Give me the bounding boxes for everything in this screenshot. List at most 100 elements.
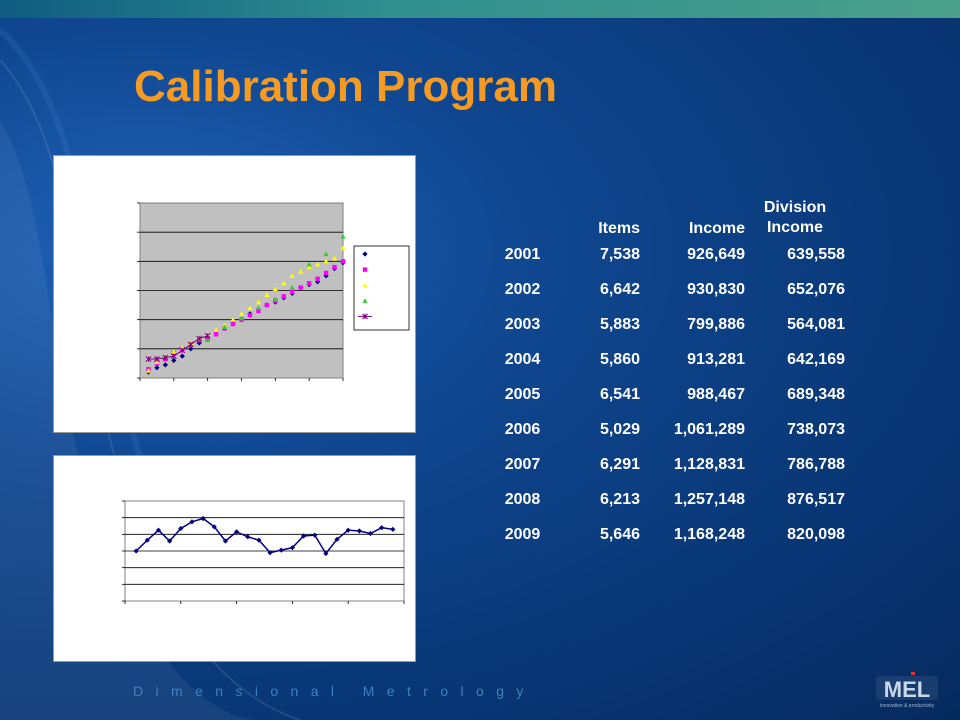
data-point <box>272 286 278 292</box>
data-point <box>162 362 168 368</box>
data-point <box>289 273 295 278</box>
data-point <box>272 296 278 302</box>
cell-items: 7,538 <box>599 246 640 264</box>
logo-tagline: innovation & productivity <box>880 703 935 709</box>
data-point <box>264 302 270 308</box>
data-point <box>340 233 346 239</box>
data-point <box>162 354 169 361</box>
income-2009-dollars-chart-svg <box>122 500 405 604</box>
data-point <box>179 347 186 354</box>
cell-division: 689,348 <box>787 386 845 403</box>
data-point <box>247 305 253 311</box>
table-row: 2004 5,860 913,281 642,169 <box>490 343 845 378</box>
data-point <box>133 548 139 554</box>
legend-marker <box>362 267 368 272</box>
data-point <box>306 281 312 286</box>
cell-year: 2008 <box>504 490 541 508</box>
data-point <box>255 299 262 305</box>
ped-income-chart <box>53 155 416 433</box>
data-point <box>306 264 312 270</box>
cell-income: 799,886 <box>687 316 745 334</box>
cell-year: 2002 <box>504 281 541 299</box>
cell-division: 642,169 <box>787 351 845 369</box>
cell-year: 2005 <box>504 386 541 403</box>
data-point <box>196 335 203 342</box>
header-division-line1: Division <box>763 199 827 216</box>
cell-income: 1,257,148 <box>673 490 745 508</box>
header-division-income: Division Income <box>745 192 845 238</box>
data-point <box>331 255 338 261</box>
data-point <box>178 525 184 532</box>
data-point <box>290 289 295 295</box>
data-point <box>213 327 219 332</box>
data-point <box>306 261 312 267</box>
cell-division: 786,788 <box>787 455 845 473</box>
data-point <box>315 261 321 267</box>
cell-items: 6,213 <box>599 490 640 508</box>
data-point <box>167 538 173 544</box>
data-point <box>334 536 340 542</box>
data-point <box>315 276 320 282</box>
data-point <box>340 245 346 251</box>
cell-year: 2001 <box>504 246 541 264</box>
table-row: 2007 6,291 1,128,831 786,788 <box>490 447 845 482</box>
cell-income: 1,128,831 <box>673 455 745 473</box>
cell-year: 2009 <box>504 525 541 543</box>
data-point <box>179 353 185 359</box>
data-point <box>221 324 228 330</box>
cell-division: 564,081 <box>787 316 845 334</box>
data-point <box>264 292 270 297</box>
data-point <box>298 285 303 290</box>
cell-items: 5,883 <box>599 316 640 334</box>
table-header-row: Items Income Division Income <box>490 192 845 238</box>
cell-items: 6,291 <box>599 455 640 473</box>
legend-marker <box>362 298 368 303</box>
data-point <box>312 532 318 538</box>
cell-items: 5,029 <box>599 420 640 438</box>
data-point <box>332 264 337 270</box>
cell-income: 926,649 <box>687 246 745 264</box>
header-year <box>490 192 555 238</box>
data-point <box>390 526 396 532</box>
legend-box <box>353 245 410 331</box>
data-point <box>145 356 152 362</box>
table-row: 2001 7,538 926,649 639,558 <box>490 238 845 273</box>
data-point <box>230 317 236 322</box>
table-row: 2002 6,642 930,830 652,076 <box>490 273 845 308</box>
cell-income: 1,168,248 <box>673 525 745 543</box>
income-2009-dollars-chart <box>53 455 416 662</box>
data-point <box>281 280 287 286</box>
top-accent-bar <box>0 0 960 18</box>
cell-items: 5,860 <box>599 351 640 369</box>
data-point <box>170 353 177 360</box>
data-point <box>154 359 160 365</box>
ped-income-chart-svg <box>137 202 410 381</box>
data-point <box>230 321 236 327</box>
cell-income: 930,830 <box>687 281 745 299</box>
data-point <box>213 332 219 337</box>
data-point <box>171 349 177 354</box>
data-point <box>145 368 152 373</box>
data-point <box>204 332 211 339</box>
cell-items: 6,541 <box>599 386 640 403</box>
data-point <box>153 356 160 362</box>
table-row: 2008 6,213 1,257,148 876,517 <box>490 482 845 517</box>
data-point <box>356 528 362 534</box>
header-items: Items <box>598 220 640 237</box>
data-point <box>340 259 346 264</box>
cell-income: 988,467 <box>687 386 745 403</box>
logo-text: MEL <box>884 677 930 702</box>
data-point <box>367 530 374 537</box>
data-point <box>256 308 261 314</box>
cell-division: 652,076 <box>787 281 845 299</box>
legend-marker <box>362 282 368 288</box>
cell-year: 2004 <box>504 351 541 369</box>
data-point <box>323 251 329 257</box>
cell-year: 2007 <box>504 455 541 473</box>
legend-marker <box>362 251 368 257</box>
data-point <box>323 258 329 264</box>
mel-logo: MEL innovation & productivity <box>876 672 938 709</box>
cell-year: 2003 <box>504 316 541 334</box>
data-point <box>323 550 329 557</box>
cell-division: 639,558 <box>787 246 845 264</box>
